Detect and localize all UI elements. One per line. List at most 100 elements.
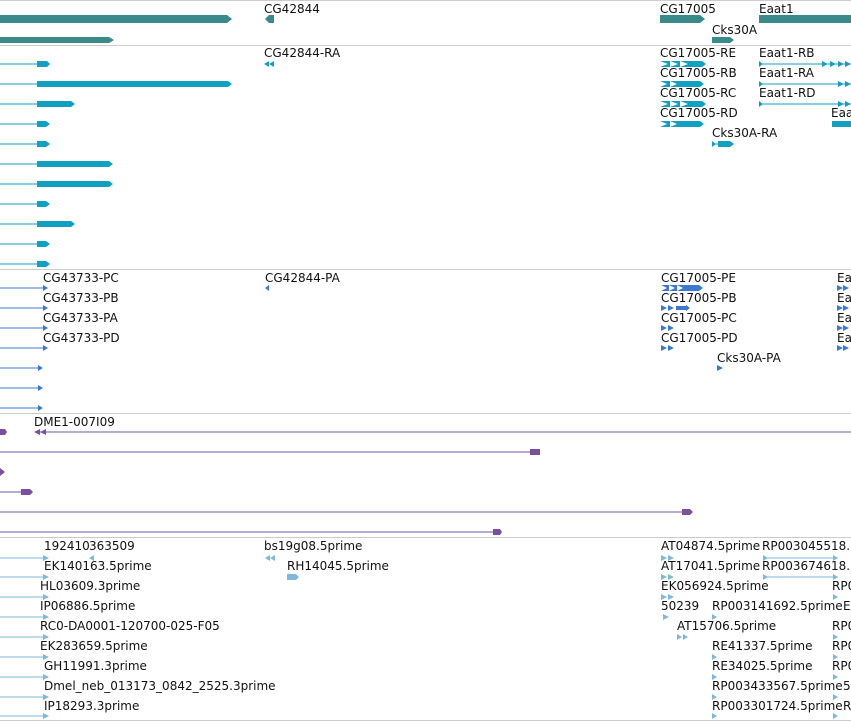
transcript-feature[interactable] bbox=[264, 61, 274, 67]
est-feature[interactable] bbox=[712, 674, 717, 680]
gene-feature[interactable] bbox=[0, 37, 114, 43]
est-label[interactable]: bs19g08.5prime bbox=[264, 539, 362, 553]
protein-label[interactable]: Ea bbox=[837, 331, 851, 345]
est-row[interactable] bbox=[0, 634, 49, 640]
protein-feature[interactable] bbox=[661, 285, 703, 291]
est-feature[interactable] bbox=[661, 555, 674, 561]
protein-feature[interactable] bbox=[717, 365, 723, 371]
protein-row[interactable] bbox=[0, 325, 48, 331]
clone-feature[interactable] bbox=[0, 468, 5, 476]
est-label[interactable]: GH11991.3prime bbox=[44, 659, 147, 673]
gene-feature[interactable] bbox=[0, 15, 232, 23]
est-label[interactable]: 50239 bbox=[661, 599, 699, 613]
transcript-row[interactable] bbox=[0, 261, 50, 267]
est-feature[interactable] bbox=[265, 555, 275, 561]
transcript-feature[interactable] bbox=[660, 121, 704, 127]
est-label[interactable]: RE41337.5prime bbox=[712, 639, 813, 653]
protein-feature[interactable] bbox=[265, 285, 269, 291]
est-label[interactable]: E bbox=[843, 599, 851, 613]
transcript-label[interactable]: Eaat1-RB bbox=[759, 46, 815, 60]
est-row[interactable] bbox=[0, 694, 49, 700]
protein-feature[interactable] bbox=[661, 345, 674, 351]
transcript-row[interactable] bbox=[0, 101, 75, 107]
transcript-row[interactable] bbox=[0, 61, 50, 67]
gene-feature[interactable] bbox=[759, 15, 851, 23]
gene-label[interactable]: CG42844 bbox=[264, 2, 320, 16]
est-row[interactable] bbox=[0, 614, 49, 620]
transcript-row[interactable] bbox=[0, 121, 50, 127]
protein-row[interactable] bbox=[0, 405, 43, 411]
est-label[interactable]: AT04874.5prime bbox=[661, 539, 760, 553]
protein-label[interactable]: Ea bbox=[837, 291, 851, 305]
est-label[interactable]: RC0-DA0001-120700-025-F05 bbox=[40, 619, 220, 633]
transcript-feature[interactable] bbox=[712, 141, 734, 147]
est-label[interactable]: EK056924.5prime bbox=[661, 579, 769, 593]
est-feature[interactable] bbox=[833, 674, 838, 680]
est-label[interactable]: IP18293.3prime bbox=[44, 699, 139, 713]
protein-feature[interactable] bbox=[837, 325, 849, 331]
transcript-label[interactable]: Eaat1-RD bbox=[759, 86, 816, 100]
protein-row[interactable] bbox=[0, 345, 48, 351]
est-label[interactable]: RE34025.5prime bbox=[712, 659, 813, 673]
protein-label[interactable]: Cks30A-PA bbox=[717, 351, 782, 365]
transcript-label[interactable]: CG17005-RE bbox=[660, 46, 736, 60]
est-feature[interactable] bbox=[763, 555, 838, 561]
est-label[interactable]: IP06886.5prime bbox=[40, 599, 135, 613]
protein-feature[interactable] bbox=[837, 305, 849, 311]
protein-label[interactable]: CG17005-PD bbox=[661, 331, 738, 345]
protein-label[interactable]: CG43733-PD bbox=[43, 331, 120, 345]
est-label[interactable]: RP003674618. bbox=[762, 559, 850, 573]
protein-row[interactable] bbox=[0, 305, 48, 311]
est-feature[interactable] bbox=[663, 614, 669, 620]
protein-feature[interactable] bbox=[837, 345, 849, 351]
est-label[interactable]: RP0 bbox=[832, 619, 851, 633]
transcript-row[interactable] bbox=[0, 141, 50, 147]
gene-feature[interactable] bbox=[265, 15, 274, 23]
est-feature[interactable] bbox=[833, 634, 838, 640]
clone-feature[interactable] bbox=[34, 429, 851, 435]
transcript-label[interactable]: Cks30A-RA bbox=[712, 126, 778, 140]
est-feature[interactable] bbox=[833, 713, 838, 719]
est-feature[interactable] bbox=[763, 574, 838, 580]
protein-row[interactable] bbox=[0, 385, 43, 391]
gene-label[interactable]: Cks30A bbox=[712, 23, 758, 37]
protein-label[interactable]: CG43733-PB bbox=[43, 291, 119, 305]
gene-label[interactable]: Eaat1 bbox=[759, 2, 794, 16]
est-feature[interactable] bbox=[712, 694, 717, 700]
clone-feature[interactable] bbox=[0, 429, 7, 435]
clone-label[interactable]: DME1-007I09 bbox=[34, 415, 115, 429]
est-label[interactable]: 192410 bbox=[44, 539, 90, 553]
est-label[interactable]: EK140163.5prime bbox=[44, 559, 152, 573]
est-row[interactable] bbox=[0, 674, 49, 680]
est-feature[interactable] bbox=[89, 555, 94, 561]
est-label[interactable]: EK283659.5prime bbox=[40, 639, 148, 653]
est-label[interactable]: RP0 bbox=[832, 659, 851, 673]
gene-feature[interactable] bbox=[712, 37, 734, 43]
est-label[interactable]: Dmel_neb_013173_0842_2525.3prime bbox=[44, 679, 276, 693]
est-label[interactable]: 363509 bbox=[89, 539, 135, 553]
est-row[interactable] bbox=[0, 713, 49, 719]
clone-feature[interactable] bbox=[0, 449, 540, 455]
transcript-feature[interactable] bbox=[832, 121, 851, 127]
est-row[interactable] bbox=[0, 555, 49, 561]
transcript-feature[interactable] bbox=[660, 81, 704, 87]
transcript-label[interactable]: CG42844-RA bbox=[264, 46, 341, 60]
transcript-row[interactable] bbox=[0, 81, 232, 87]
transcript-row[interactable] bbox=[0, 181, 113, 187]
transcript-label[interactable]: CG17005-RC bbox=[660, 86, 736, 100]
est-label[interactable]: 5 bbox=[843, 679, 851, 693]
est-feature[interactable] bbox=[661, 574, 674, 580]
clone-feature[interactable] bbox=[0, 489, 33, 495]
protein-feature[interactable] bbox=[661, 305, 690, 311]
est-row[interactable] bbox=[0, 574, 49, 580]
transcript-feature[interactable] bbox=[660, 101, 706, 107]
est-label[interactable]: RP0 bbox=[832, 639, 851, 653]
clone-feature[interactable] bbox=[0, 529, 502, 535]
protein-label[interactable]: CG17005-PB bbox=[661, 291, 737, 305]
est-label[interactable]: AT17041.5prime bbox=[661, 559, 760, 573]
transcript-row[interactable] bbox=[0, 221, 75, 227]
est-feature[interactable] bbox=[712, 614, 717, 620]
est-feature[interactable] bbox=[712, 654, 717, 660]
est-row[interactable] bbox=[0, 654, 49, 660]
